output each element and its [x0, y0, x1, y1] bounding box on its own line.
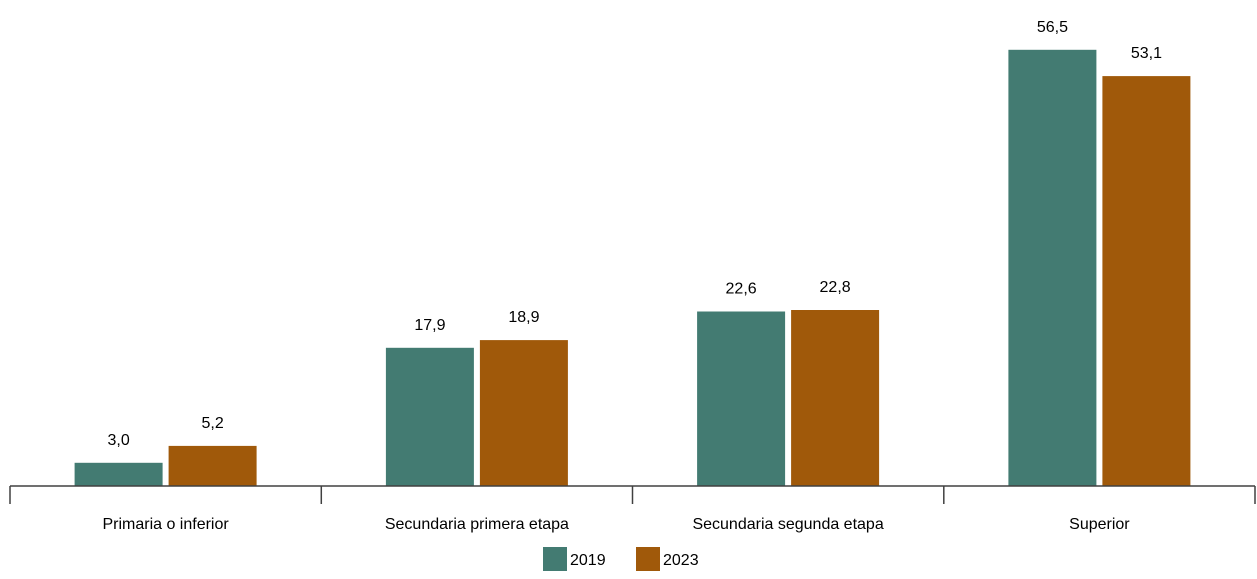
data-label-2019-0: 3,0	[107, 432, 129, 449]
bar-2019-3	[1008, 49, 1097, 487]
legend-swatch-2019	[543, 547, 567, 571]
bar-2023-1	[479, 340, 568, 486]
data-label-2019-1: 17,9	[414, 317, 445, 334]
data-label-2019-2: 22,6	[726, 281, 757, 298]
legend-swatch-2023	[636, 547, 660, 571]
bar-2019-0	[74, 462, 163, 486]
value-labels-layer: 3,0 5,2 17,9 18,9 22,6 22,8 56,5 53,1	[107, 19, 1162, 449]
data-label-2019-3: 56,5	[1037, 19, 1068, 36]
bar-2023-0	[168, 445, 257, 486]
bar-2019-2	[697, 311, 786, 486]
data-label-2023-2: 22,8	[820, 279, 851, 296]
x-axis	[9, 485, 1256, 504]
bars-layer	[74, 49, 1191, 487]
legend-label-2023: 2023	[663, 552, 699, 569]
data-label-2023-3: 53,1	[1131, 45, 1162, 62]
data-label-2023-1: 18,9	[508, 309, 539, 326]
x-tick-label-3: Superior	[1069, 516, 1130, 533]
x-tick-label-0: Primaria o inferior	[102, 516, 229, 533]
x-tick-label-1: Secundaria primera etapa	[385, 516, 569, 533]
bar-2019-1	[385, 347, 474, 486]
legend-label-2019: 2019	[570, 552, 606, 569]
legend: 2019 2023	[543, 547, 699, 571]
bar-2023-3	[1102, 76, 1191, 486]
data-label-2023-0: 5,2	[201, 415, 223, 432]
bar-2023-2	[791, 310, 880, 486]
category-labels-layer: Primaria o inferior Secundaria primera et…	[102, 516, 1130, 533]
x-tick-label-2: Secundaria segunda etapa	[692, 516, 883, 533]
